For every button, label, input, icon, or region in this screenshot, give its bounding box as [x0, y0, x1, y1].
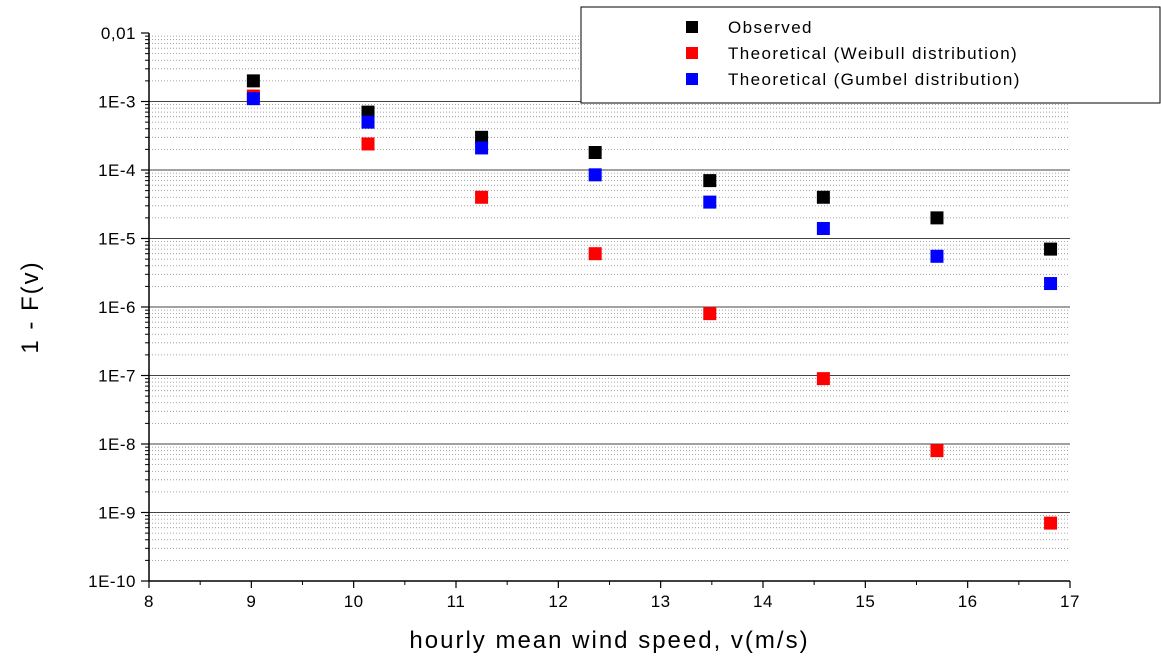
y-tick-label: 1E-6 — [98, 298, 136, 317]
x-tick-label: 10 — [344, 592, 364, 611]
data-point-series-2 — [703, 307, 717, 321]
legend-marker — [686, 47, 698, 59]
legend-marker — [686, 73, 698, 85]
data-point-series-3 — [1044, 277, 1058, 291]
x-tick-label: 8 — [144, 592, 154, 611]
y-axis-title: 1 - F(v) — [17, 260, 44, 353]
data-point-series-1 — [1044, 242, 1058, 256]
data-point-series-1 — [930, 211, 944, 225]
tick-labels: 8 9 10 11 12 13 14 15 16 17 0,01 1E-3 1E-4 1E-5 1E-6 1E… — [88, 24, 1080, 611]
data-point-series-3 — [246, 92, 260, 106]
y-tick-label: 0,01 — [101, 24, 136, 43]
y-tick-label: 1E-8 — [98, 435, 136, 454]
y-tick-label: 1E-3 — [98, 93, 136, 112]
y-tick-label: 1E-9 — [98, 504, 136, 523]
x-tick-label: 17 — [1060, 592, 1080, 611]
data-point-series-2 — [361, 137, 375, 151]
data-point-series-1 — [475, 130, 489, 144]
x-tick-label: 11 — [447, 592, 466, 611]
x-tick-label: 14 — [753, 592, 773, 611]
legend-marker — [686, 21, 698, 33]
data-point-series-1 — [588, 146, 602, 160]
axes — [141, 32, 1071, 588]
data-point-series-2 — [816, 372, 830, 386]
legend-box — [580, 6, 1161, 104]
data-point-series-3 — [703, 195, 717, 209]
legend: Observed Theoretical (Weibull distributio… — [580, 6, 1161, 104]
data-point-series-2 — [930, 444, 944, 458]
y-tick-label: 1E-10 — [88, 572, 136, 591]
legend-label: Theoretical (Gumbel distribution) — [728, 70, 1021, 89]
y-tick-label: 1E-5 — [98, 230, 136, 249]
data-point-series-1 — [246, 74, 260, 88]
data-points — [246, 74, 1058, 530]
data-point-series-2 — [475, 190, 489, 204]
legend-label: Theoretical (Weibull distribution) — [728, 44, 1018, 63]
data-point-series-3 — [361, 115, 375, 129]
data-point-series-1 — [361, 105, 375, 119]
x-tick-label: 15 — [855, 592, 875, 611]
x-tick-label: 12 — [548, 592, 568, 611]
data-point-series-3 — [930, 249, 944, 263]
x-tick-label: 13 — [651, 592, 671, 611]
data-point-series-2 — [588, 247, 602, 261]
data-point-series-1 — [703, 174, 717, 188]
x-tick-label: 16 — [958, 592, 978, 611]
grid-lines — [149, 35, 1070, 561]
data-point-series-3 — [816, 221, 830, 235]
data-point-series-3 — [588, 168, 602, 182]
data-point-series-2 — [1044, 516, 1058, 530]
y-tick-label: 1E-4 — [98, 161, 136, 180]
data-point-series-3 — [475, 141, 489, 155]
x-tick-label: 9 — [246, 592, 256, 611]
x-axis-title: hourly mean wind speed, v(m/s) — [409, 627, 809, 654]
legend-label: Observed — [728, 18, 813, 37]
y-tick-label: 1E-7 — [98, 367, 136, 386]
data-point-series-1 — [816, 190, 830, 204]
